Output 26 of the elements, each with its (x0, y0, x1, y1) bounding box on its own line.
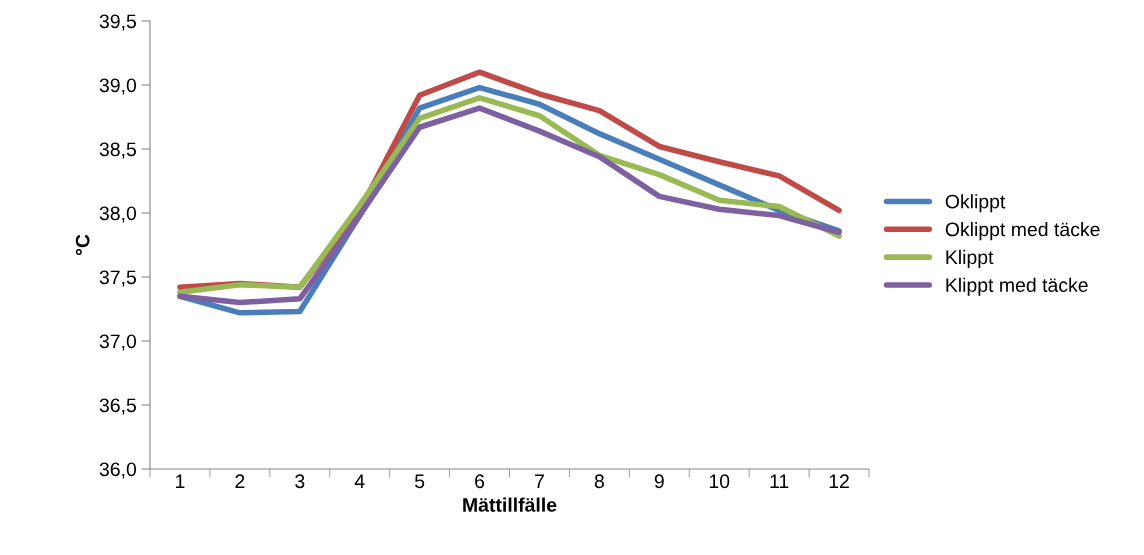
legend-label: Klippt (946, 249, 994, 268)
x-tick-label: 7 (535, 474, 544, 488)
x-axis-title: Mättillfälle (463, 497, 557, 512)
y-tick-label: 39,0 (99, 78, 137, 95)
y-tick-label: 36,5 (99, 398, 136, 415)
x-tick-label: 3 (295, 474, 305, 489)
legend-label: Oklippt (945, 194, 1006, 213)
legend-label: Klippt med täcke (946, 277, 1088, 296)
legend-label: Oklippt med täcke (945, 222, 1100, 241)
y-tick-label: 38,0 (99, 206, 137, 223)
x-tick-label: 9 (654, 474, 664, 489)
x-tick-label: 5 (415, 474, 425, 489)
y-tick-label: 36,0 (99, 462, 137, 479)
x-tick-label: 12 (829, 474, 849, 488)
x-tick-label: 4 (354, 474, 365, 488)
x-tick-label: 8 (594, 474, 604, 489)
x-tick-label: 1 (176, 474, 185, 488)
x-tick-label: 6 (475, 474, 485, 489)
x-tick-label: 11 (770, 474, 789, 488)
x-tick-label: 2 (235, 474, 245, 488)
y-tick-label: 37,5 (99, 270, 136, 287)
y-axis-title: °C (75, 234, 90, 256)
y-tick-label: 38,5 (99, 142, 136, 159)
x-tick-label: 10 (709, 474, 730, 489)
y-tick-label: 37,0 (99, 334, 137, 351)
y-tick-label: 39,5 (99, 14, 136, 31)
